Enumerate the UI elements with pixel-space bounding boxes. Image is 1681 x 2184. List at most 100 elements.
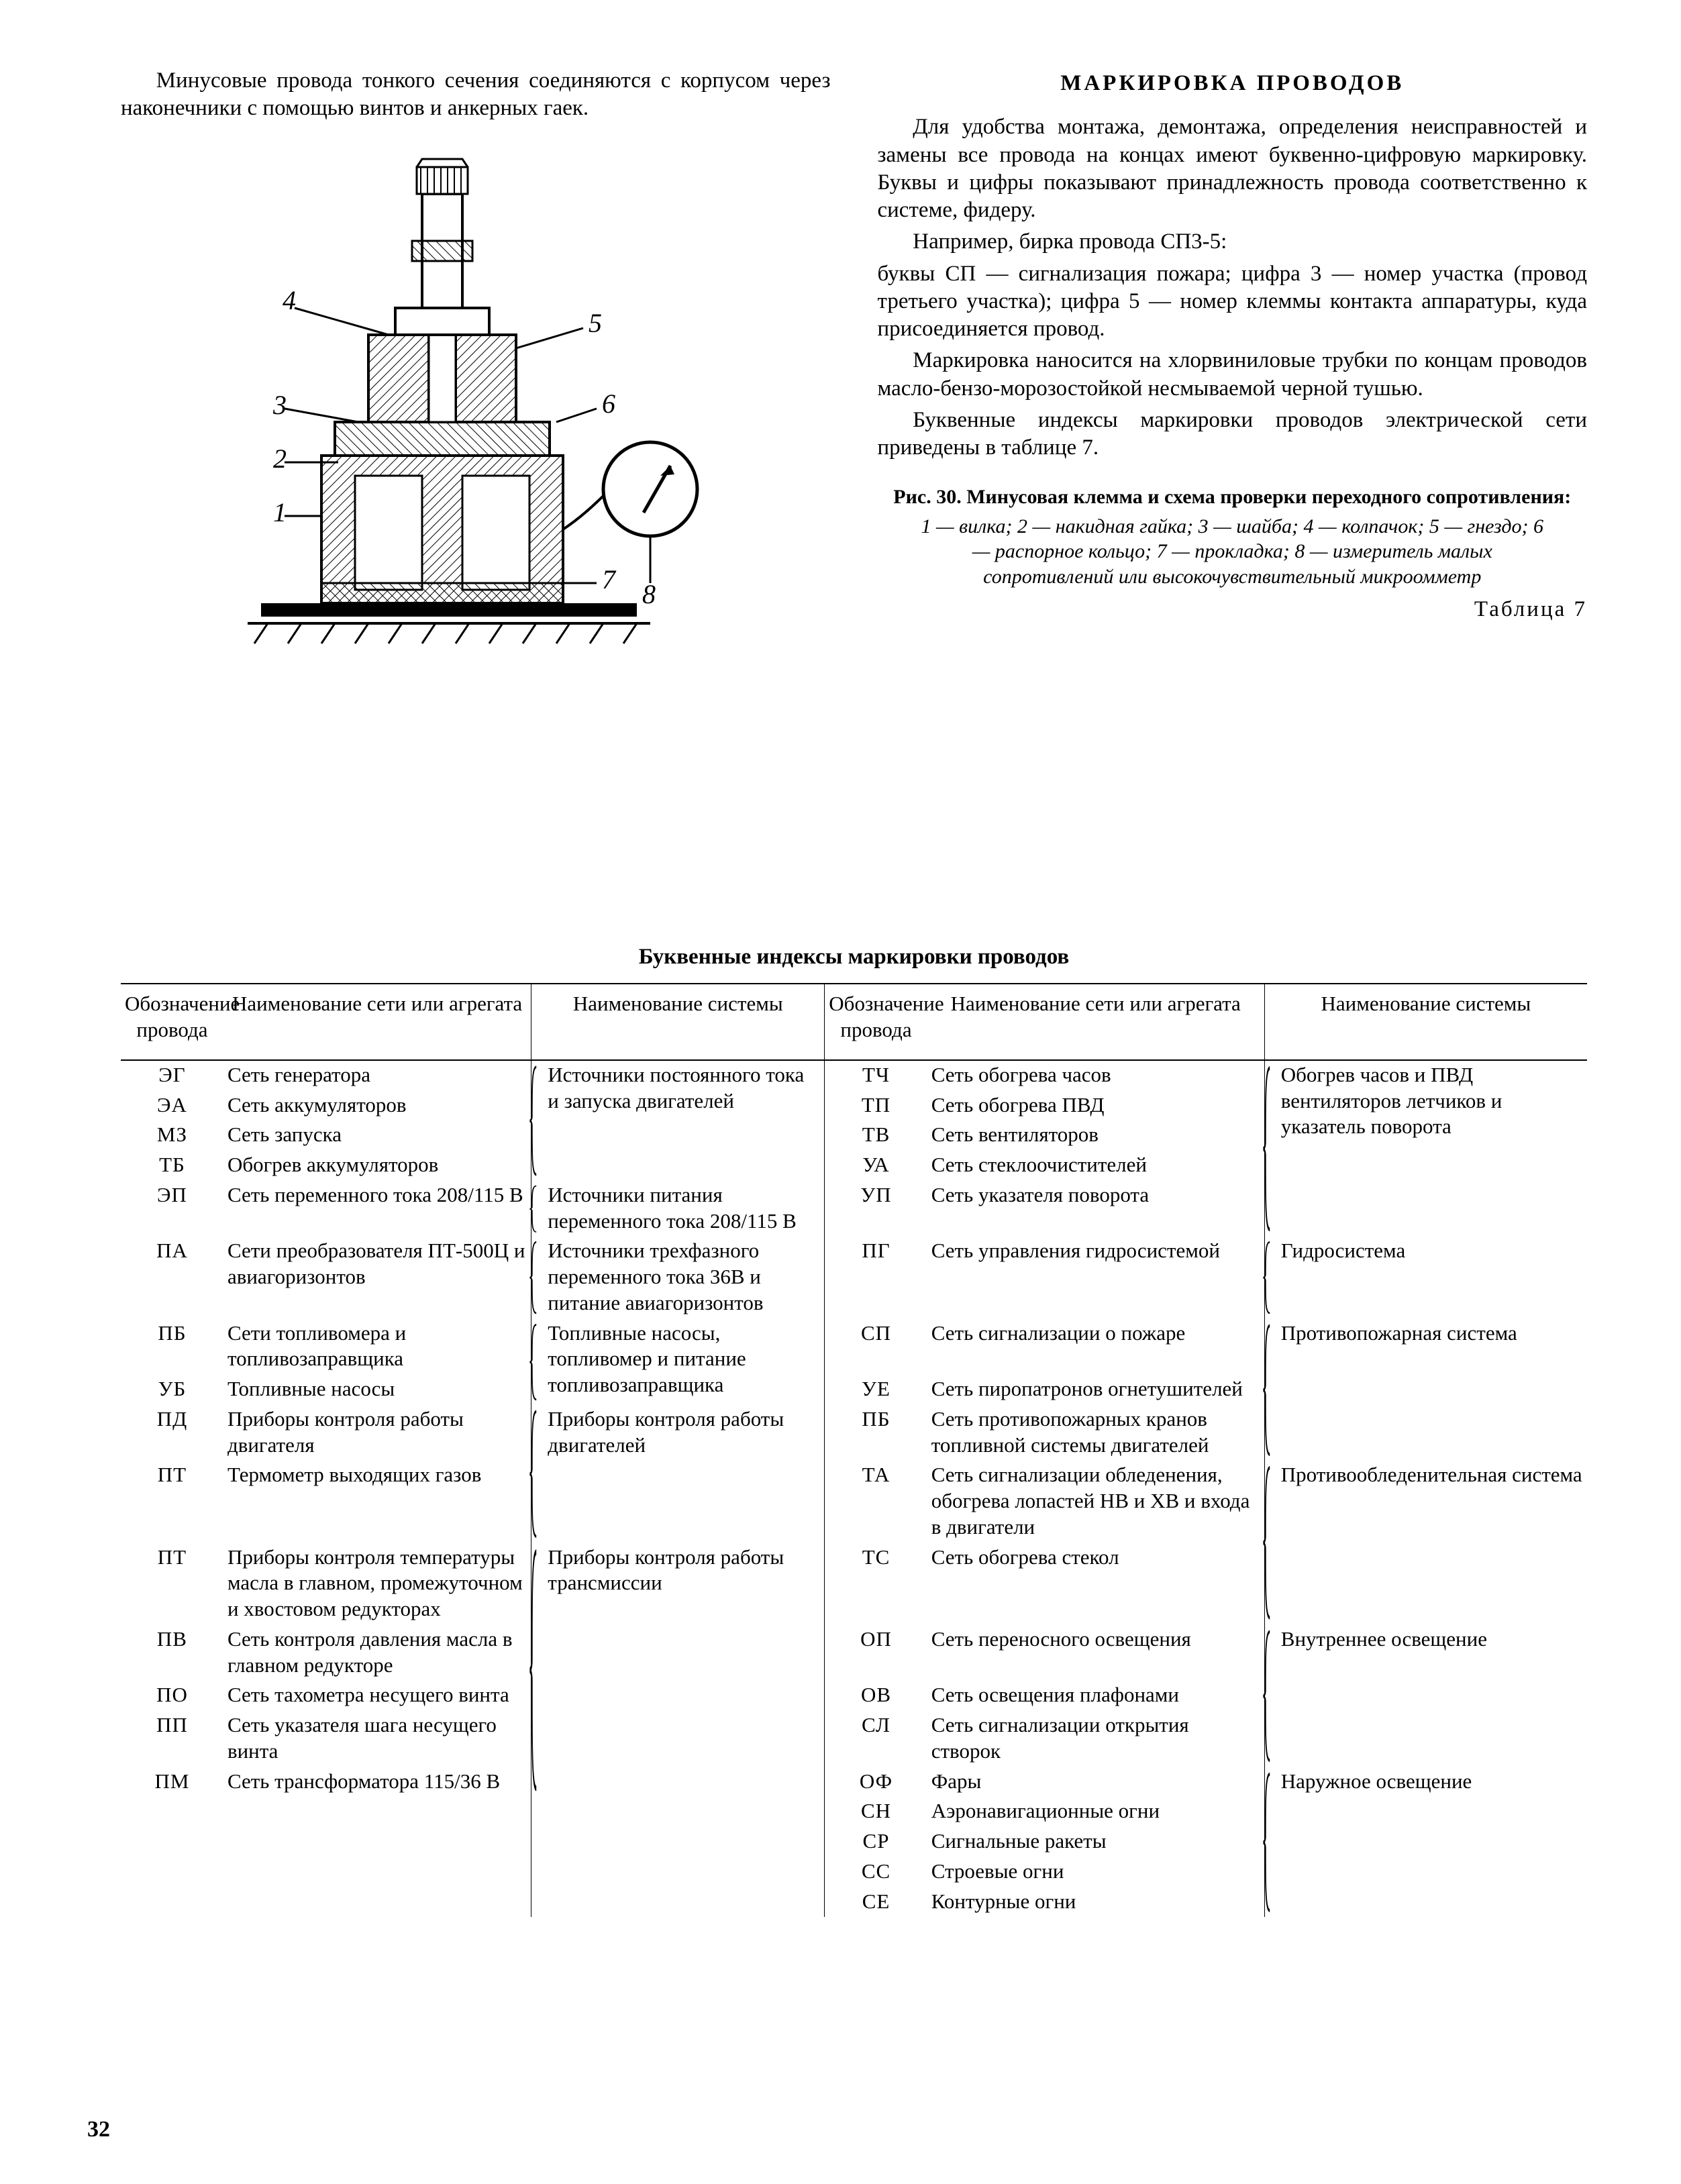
table-row: СП (825, 1319, 927, 1375)
page-number: 32 (87, 2116, 110, 2144)
table-row: ОФ (825, 1767, 927, 1798)
th-code-left: Обозначение провода (121, 984, 223, 1060)
table-row: ТА (825, 1461, 927, 1543)
table-row: Топливные насосы (223, 1375, 531, 1405)
table-row: Сеть стеклоочистителей (927, 1151, 1265, 1181)
figure-30-title: Рис. 30. Минусовая клемма и схема провер… (893, 486, 1571, 508)
left-paragraph-1: Минусовые провода тонкого сечения соедин… (121, 67, 831, 123)
table-row: Сеть управления гидросистемой (927, 1237, 1265, 1318)
table-row: ОВ (825, 1681, 927, 1711)
table-row: ПП (121, 1711, 223, 1767)
table-row: Сеть аккумуляторов (223, 1091, 531, 1121)
table-row: Сеть переносного освещения (927, 1625, 1265, 1681)
table-row: ПТ (121, 1461, 223, 1543)
table-row: Гидросистема (1264, 1237, 1587, 1318)
th-code-right: Обозначение провода (825, 984, 927, 1060)
table-row: ПБ (825, 1405, 927, 1461)
table-row: Сети преобразователя ПТ-500Ц и авиагориз… (223, 1237, 531, 1318)
table-row: УЕ (825, 1375, 927, 1405)
table-row: ПГ (825, 1237, 927, 1318)
right-paragraph-5: Буквенные индексы маркировки проводов эл… (878, 407, 1588, 462)
table-row: Сеть контроля давления масла в главном р… (223, 1625, 531, 1681)
table-row: Контурные огни (927, 1887, 1265, 1918)
table-row: Источники питания переменного тока 208/1… (531, 1181, 825, 1237)
right-paragraph-1: Для удобства монтажа, демонтажа, определ… (878, 113, 1588, 224)
table-row: Сеть противопожарных кранов топливной си… (927, 1405, 1265, 1461)
th-sys-right: Наименование системы (1264, 984, 1587, 1060)
right-heading: МАРКИРОВКА ПРОВОДОВ (878, 70, 1588, 97)
callout-6: 6 (602, 388, 615, 419)
table-row: ТЧ (825, 1060, 927, 1091)
table-row: Сеть указателя шага несущего винта (223, 1711, 531, 1767)
table-row: Сеть переменного тока 208/115 В (223, 1181, 531, 1237)
table-row: Сеть трансформатора 115/36 В (223, 1767, 531, 1798)
table-row: ПТ (121, 1543, 223, 1625)
table-row: Сеть сигнализации открытия створок (927, 1711, 1265, 1767)
table-row: Приборы контроля температуры масла в гла… (223, 1543, 531, 1625)
table-row: ПБ (121, 1319, 223, 1375)
th-net-left: Наименование сети или агрегата (223, 984, 531, 1060)
table-row: ПМ (121, 1767, 223, 1798)
table-row: ОП (825, 1625, 927, 1681)
table-row: Приборы контроля работы двигателя (223, 1405, 531, 1461)
table-row: Сеть сигнализации обледенения, обогрева … (927, 1461, 1265, 1543)
table-row: ПА (121, 1237, 223, 1318)
table-row: Приборы контроля работы двигателей (531, 1405, 825, 1543)
table-row: Наружное освещение (1264, 1767, 1587, 1918)
table-row: СЛ (825, 1711, 927, 1767)
th-net-right: Наименование сети или агрегата (927, 984, 1265, 1060)
table-row: ТБ (121, 1151, 223, 1181)
table-row: СС (825, 1857, 927, 1887)
th-sys-left: Наименование системы (531, 984, 825, 1060)
table-row: Обогрев часов и ПВД вентиляторов летчико… (1264, 1060, 1587, 1237)
table-row: Сеть обогрева стекол (927, 1543, 1265, 1625)
table-row: Топливные насосы, топливомер и питание т… (531, 1319, 825, 1405)
table-row: СЕ (825, 1887, 927, 1918)
table-row: УБ (121, 1375, 223, 1405)
table-row: ТС (825, 1543, 927, 1625)
callout-2: 2 (273, 444, 287, 474)
table-row: Сеть генератора (223, 1060, 531, 1091)
table-row: Сеть обогрева часов (927, 1060, 1265, 1091)
table-row: Сеть указателя поворота (927, 1181, 1265, 1237)
table-row: Сеть сигнализации о пожаре (927, 1319, 1265, 1375)
table-row: Сеть обогрева ПВД (927, 1091, 1265, 1121)
table-row: Источники постоянного тока и запуска дви… (531, 1060, 825, 1181)
table-row: ЭА (121, 1091, 223, 1121)
table-row: Сигнальные ракеты (927, 1827, 1265, 1857)
callout-1: 1 (273, 497, 287, 527)
table-row: Внутреннее освещение (1264, 1625, 1587, 1767)
right-paragraph-3: буквы СП — сигнализация пожара; цифра 3 … (878, 260, 1588, 344)
table-row: Приборы контроля работы трансмиссии (531, 1543, 825, 1798)
table-row: Сеть пиропатронов огнетушителей (927, 1375, 1265, 1405)
callout-8: 8 (642, 579, 656, 609)
table-row: Сеть вентиляторов (927, 1121, 1265, 1151)
table-row: Обогрев аккумуляторов (223, 1151, 531, 1181)
table-row: Термометр выходящих газов (223, 1461, 531, 1543)
table-row: Сеть запуска (223, 1121, 531, 1151)
table-row: ПД (121, 1405, 223, 1461)
callout-4: 4 (283, 285, 296, 315)
figure-30-caption: Рис. 30. Минусовая клемма и схема провер… (878, 484, 1588, 589)
table-row: Сеть освещения плафонами (927, 1681, 1265, 1711)
table-row: Источники трехфазного переменного тока 3… (531, 1237, 825, 1318)
table-row: МЗ (121, 1121, 223, 1151)
table-row: СР (825, 1827, 927, 1857)
callout-3: 3 (272, 390, 287, 420)
table-row: ПО (121, 1681, 223, 1711)
table-row: УП (825, 1181, 927, 1237)
figure-30-svg: 1 2 3 4 5 6 7 8 (221, 140, 731, 690)
table-row: Строевые огни (927, 1857, 1265, 1887)
table-row: ПВ (121, 1625, 223, 1681)
figure-30: 1 2 3 4 5 6 7 8 (121, 140, 831, 690)
table-row: ТП (825, 1091, 927, 1121)
callout-5: 5 (589, 308, 602, 338)
figure-30-legend: 1 — вилка; 2 — накидная гайка; 3 — шайба… (913, 514, 1551, 590)
table-row: Противообледенительная система (1264, 1461, 1587, 1625)
callout-7: 7 (602, 564, 617, 594)
table-row: Аэронавигационные огни (927, 1797, 1265, 1827)
table-row: ЭП (121, 1181, 223, 1237)
table-row: Сети топливомера и топливозаправщика (223, 1319, 531, 1375)
table-7-title: Буквенные индексы маркировки проводов (121, 943, 1587, 971)
table-row: СН (825, 1797, 927, 1827)
